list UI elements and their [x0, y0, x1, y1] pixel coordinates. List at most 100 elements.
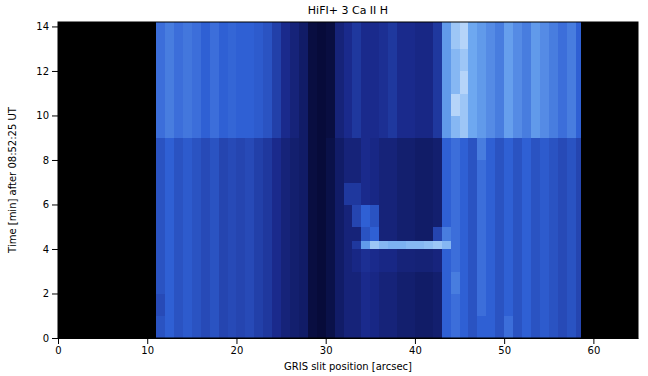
heatmap-cell: [335, 227, 344, 241]
heatmap-cell: [442, 182, 451, 205]
heatmap-cell: [370, 138, 379, 161]
heatmap-cell: [433, 115, 442, 138]
heatmap-cell: [183, 160, 192, 183]
heatmap-cell: [165, 271, 174, 294]
x-axis-tick: 50: [498, 338, 511, 356]
y-axis-tick-label: 8: [43, 155, 49, 166]
heatmap-cell: [576, 240, 581, 249]
heatmap-cell: [210, 49, 219, 72]
heatmap-cell: [245, 71, 254, 94]
y-axis-tick-mark: [52, 71, 58, 72]
y-axis-tick-label: 0: [43, 333, 49, 344]
heatmap-cell: [290, 182, 299, 205]
heatmap-cell: [370, 240, 379, 249]
heatmap-cell: [531, 22, 540, 49]
heatmap-cell: [540, 138, 549, 161]
heatmap-cell: [486, 49, 495, 72]
heatmap-cell: [388, 249, 397, 272]
heatmap-cell: [174, 138, 183, 161]
heatmap-cell: [477, 115, 486, 138]
x-axis-tick: 20: [231, 338, 244, 356]
heatmap-cell: [263, 71, 272, 94]
heatmap-cell: [308, 204, 317, 227]
heatmap-cell: [576, 115, 581, 138]
y-axis-tick: 0: [43, 333, 58, 344]
y-axis: 02468101214: [36, 21, 58, 344]
heatmap-cell: [549, 182, 558, 205]
heatmap-cell: [415, 71, 424, 94]
heatmap-cell: [210, 227, 219, 241]
heatmap-cell: [272, 271, 281, 294]
heatmap-cell: [442, 249, 451, 272]
heatmap-cell: [442, 271, 451, 294]
heatmap-cell: [236, 316, 245, 338]
heatmap-cell: [228, 271, 237, 294]
heatmap-cell: [549, 93, 558, 116]
heatmap-cell: [290, 249, 299, 272]
heatmap-cell: [156, 49, 165, 72]
heatmap-cell: [486, 293, 495, 316]
heatmap-cell: [415, 49, 424, 72]
heatmap-cell: [308, 240, 317, 249]
heatmap-cell: [210, 271, 219, 294]
heatmap-cell: [210, 115, 219, 138]
heatmap-cell: [228, 316, 237, 338]
heatmap-cell: [433, 293, 442, 316]
heatmap-cell: [433, 271, 442, 294]
heatmap-cell: [415, 115, 424, 138]
heatmap-cell: [174, 293, 183, 316]
heatmap-cell: [344, 71, 353, 94]
heatmap-cell: [156, 93, 165, 116]
heatmap-cell: [228, 160, 237, 183]
heatmap-cell: [540, 204, 549, 227]
heatmap-cell: [344, 271, 353, 294]
heatmap-cell: [335, 204, 344, 227]
heatmap-cell: [299, 249, 308, 272]
heatmap-cell: [477, 22, 486, 49]
heatmap-cell: [540, 293, 549, 316]
heatmap-cell: [397, 271, 406, 294]
heatmap-cell: [424, 22, 433, 49]
heatmap-cell: [442, 138, 451, 161]
heatmap-cell: [174, 240, 183, 249]
heatmap-cell: [433, 182, 442, 205]
heatmap-cell: [576, 293, 581, 316]
heatmap-cell: [468, 249, 477, 272]
heatmap-cell: [415, 204, 424, 227]
heatmap-cell: [281, 49, 290, 72]
heatmap-cell: [379, 240, 388, 249]
heatmap-cell: [326, 227, 335, 241]
heatmap-cell: [361, 240, 370, 249]
heatmap-cell: [272, 240, 281, 249]
heatmap-cell: [210, 160, 219, 183]
title: HiFI+ 3 Ca II H: [308, 4, 388, 17]
heatmap-cell: [174, 204, 183, 227]
heatmap-cell: [433, 316, 442, 338]
heatmap-cell: [433, 138, 442, 161]
heatmap-cell: [156, 293, 165, 316]
heatmap-cell: [495, 182, 504, 205]
heatmap-cell: [531, 227, 540, 241]
heatmap-cell: [183, 182, 192, 205]
heatmap-cell: [272, 93, 281, 116]
heatmap-cell: [495, 204, 504, 227]
heatmap-cell: [281, 93, 290, 116]
y-axis-tick-mark: [52, 249, 58, 250]
heatmap-cell: [290, 22, 299, 49]
heatmap-cell: [219, 138, 228, 161]
heatmap-cell: [272, 138, 281, 161]
heatmap-cell: [192, 271, 201, 294]
heatmap-cell: [549, 293, 558, 316]
heatmap-cell: [352, 22, 361, 49]
heatmap-cell: [344, 49, 353, 72]
heatmap-cell: [567, 240, 576, 249]
heatmap-cell: [415, 93, 424, 116]
heatmap-cell: [317, 271, 326, 294]
heatmap-cell: [210, 204, 219, 227]
heatmap-cell: [245, 182, 254, 205]
heatmap-cell: [549, 204, 558, 227]
heatmap-cell: [477, 249, 486, 272]
heatmap-cell: [156, 115, 165, 138]
heatmap-cell: [272, 160, 281, 183]
heatmap-cell: [165, 22, 174, 49]
